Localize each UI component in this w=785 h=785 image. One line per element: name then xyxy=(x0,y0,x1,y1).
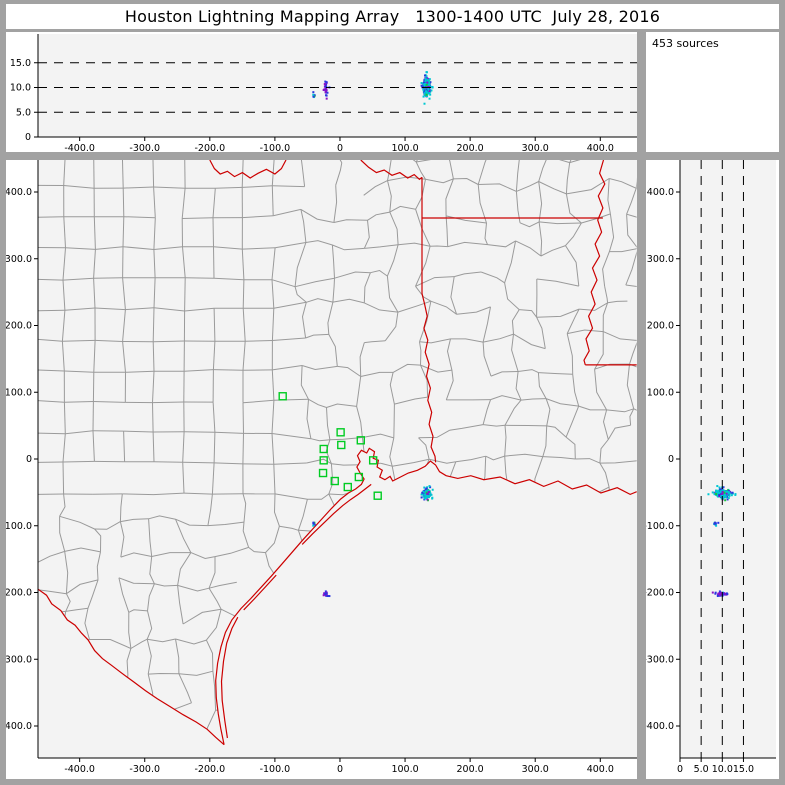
svg-text:-200.0: -200.0 xyxy=(194,764,225,775)
svg-text:-300.0: -300.0 xyxy=(646,654,674,665)
barrier-island xyxy=(301,483,372,545)
svg-text:400.0: 400.0 xyxy=(6,187,32,198)
red-river-east xyxy=(360,160,423,181)
svg-text:-400.0: -400.0 xyxy=(646,721,674,732)
svg-text:0: 0 xyxy=(677,764,683,775)
svg-text:100.0: 100.0 xyxy=(391,143,418,152)
svg-text:15.0: 15.0 xyxy=(10,58,31,69)
map-plot: 400.0 300.0 200.0 100.0 0 -100.0 -200.0 -300.0 -… xyxy=(6,160,637,775)
sabine-river xyxy=(421,293,437,463)
rio-grande-border xyxy=(38,588,225,746)
altitude-vs-north-panel: 400.0 300.0 200.0 100.0 0 -100.0 -200.0 -300.0 -… xyxy=(646,160,779,779)
svg-text:5.0: 5.0 xyxy=(694,764,709,775)
svg-text:15.0: 15.0 xyxy=(733,764,754,775)
svg-text:0: 0 xyxy=(337,764,343,775)
svg-text:100.0: 100.0 xyxy=(391,764,418,775)
altitude-vs-east-panel: 0 5.0 10.0 15.0 -400.0 -300.0 -200.0 -100.0 0 100… xyxy=(6,32,637,152)
altitude-vs-east-plot: 0 5.0 10.0 15.0 -400.0 -300.0 -200.0 -100.0 0 100… xyxy=(10,34,637,152)
lightning-points-map xyxy=(312,485,434,598)
title-bar: Houston Lightning Mapping Array 1300-140… xyxy=(6,4,779,29)
lma-station-square xyxy=(356,436,365,445)
page-title: Houston Lightning Mapping Array 1300-140… xyxy=(124,7,661,26)
svg-text:300.0: 300.0 xyxy=(6,254,32,265)
lma-station-square xyxy=(343,482,352,492)
lma-station-square xyxy=(336,428,345,437)
svg-text:-100.0: -100.0 xyxy=(6,521,32,532)
svg-text:5.0: 5.0 xyxy=(16,107,31,118)
svg-text:-100.0: -100.0 xyxy=(646,521,674,532)
state-borders xyxy=(38,160,637,746)
svg-text:300.0: 300.0 xyxy=(647,254,674,265)
lma-station-square xyxy=(330,476,339,486)
lightning-points-right xyxy=(707,485,737,598)
svg-text:-100.0: -100.0 xyxy=(260,764,291,775)
svg-text:-200.0: -200.0 xyxy=(6,588,32,599)
altitude-vs-north-plot: 400.0 300.0 200.0 100.0 0 -100.0 -200.0 -300.0 -… xyxy=(646,160,776,775)
lma-station-square xyxy=(318,468,328,478)
svg-text:300.0: 300.0 xyxy=(522,764,549,775)
red-river-west xyxy=(209,160,287,179)
svg-text:-300.0: -300.0 xyxy=(129,764,160,775)
svg-text:400.0: 400.0 xyxy=(587,764,614,775)
svg-text:400.0: 400.0 xyxy=(647,187,674,198)
svg-text:10.0: 10.0 xyxy=(10,83,31,94)
gulf-coastline xyxy=(215,447,637,745)
lma-stations xyxy=(278,392,382,500)
svg-text:-100.0: -100.0 xyxy=(260,143,291,152)
lma-station-square xyxy=(354,472,364,482)
lma-station-square xyxy=(278,392,287,401)
svg-text:100.0: 100.0 xyxy=(647,387,674,398)
svg-text:-200.0: -200.0 xyxy=(646,588,674,599)
barrier-island xyxy=(243,574,277,611)
svg-text:200.0: 200.0 xyxy=(647,321,674,332)
mississippi-river xyxy=(583,160,606,366)
svg-text:-300.0: -300.0 xyxy=(6,654,32,665)
svg-text:-200.0: -200.0 xyxy=(194,143,225,152)
svg-text:0: 0 xyxy=(26,454,32,465)
lma-station-square xyxy=(368,456,378,465)
svg-text:200.0: 200.0 xyxy=(457,764,484,775)
svg-text:-300.0: -300.0 xyxy=(129,143,160,152)
svg-text:0: 0 xyxy=(337,143,343,152)
svg-text:0: 0 xyxy=(25,132,31,143)
svg-text:-400.0: -400.0 xyxy=(6,721,32,732)
svg-text:200.0: 200.0 xyxy=(457,143,484,152)
svg-text:400.0: 400.0 xyxy=(587,143,614,152)
sources-panel: 453 sources xyxy=(646,32,779,152)
barrier-island xyxy=(220,616,239,739)
svg-text:300.0: 300.0 xyxy=(522,143,549,152)
svg-text:-400.0: -400.0 xyxy=(64,143,95,152)
sources-count-label: 453 sources xyxy=(652,37,719,50)
map-panel: 400.0 300.0 200.0 100.0 0 -100.0 -200.0 -300.0 -… xyxy=(6,160,637,779)
svg-text:100.0: 100.0 xyxy=(6,387,32,398)
lma-station-square xyxy=(319,456,328,465)
svg-text:0: 0 xyxy=(668,454,674,465)
svg-text:-400.0: -400.0 xyxy=(64,764,95,775)
lma-station-square xyxy=(373,491,382,500)
svg-text:10.0: 10.0 xyxy=(712,764,733,775)
svg-text:200.0: 200.0 xyxy=(6,321,32,332)
lma-station-square xyxy=(319,444,328,454)
lma-station-square xyxy=(337,440,346,450)
